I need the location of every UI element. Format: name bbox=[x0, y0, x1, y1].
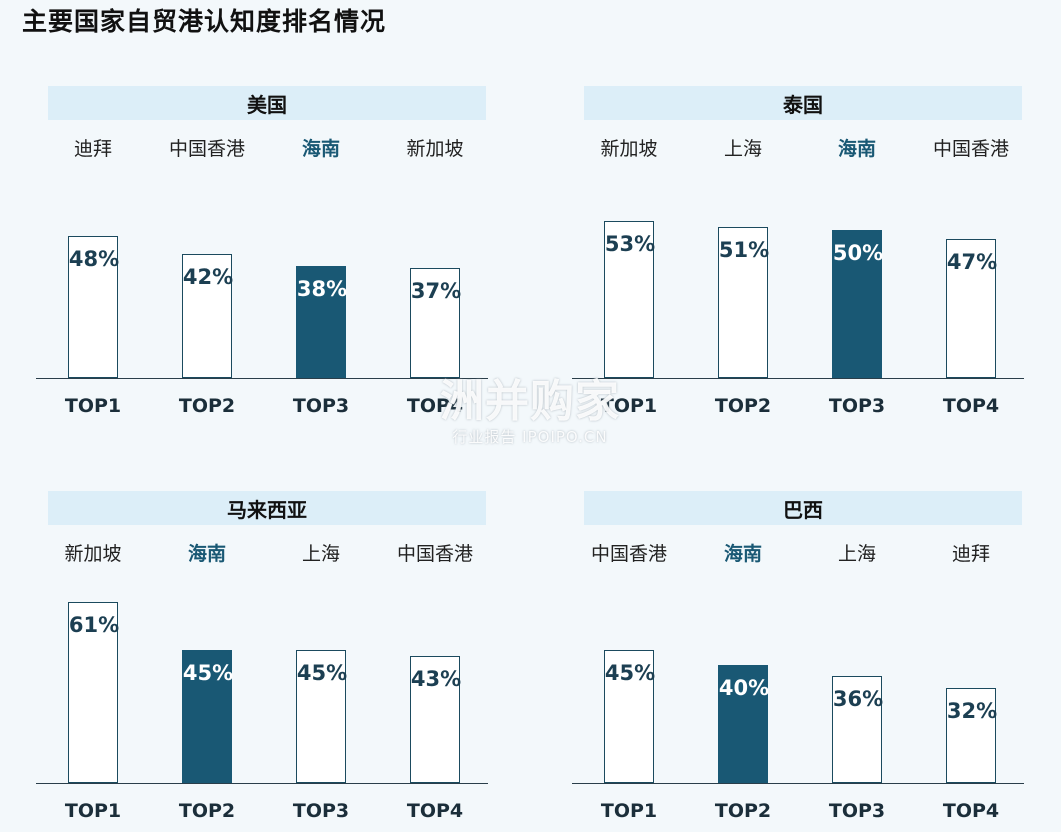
rank-label: TOP4 bbox=[406, 395, 464, 417]
category-label: 海南 bbox=[837, 138, 876, 160]
bar-value-label: 51% bbox=[718, 238, 770, 262]
bar-value-label: 53% bbox=[604, 232, 656, 256]
bar: 47% bbox=[946, 239, 997, 378]
bar-value-label: 43% bbox=[410, 667, 462, 691]
chart-panel: 巴西中国香港 45% TOP1 海南 40% TOP2 上海 36% TOP3 迪拜 32% TOP4 bbox=[564, 491, 1024, 831]
bar-value-label: 47% bbox=[946, 250, 998, 274]
category-label: 海南 bbox=[187, 543, 226, 565]
chart-title: 美国 bbox=[48, 86, 486, 120]
bar: 38% bbox=[296, 266, 347, 378]
category-label: 中国香港 bbox=[168, 138, 245, 160]
x-axis-baseline bbox=[572, 783, 1024, 784]
category-label: 中国香港 bbox=[396, 543, 473, 565]
category-label: 上海 bbox=[837, 543, 876, 565]
bar: 45% bbox=[182, 650, 233, 783]
bar: 50% bbox=[832, 230, 883, 378]
rank-label: TOP3 bbox=[292, 800, 350, 822]
category-label: 海南 bbox=[723, 543, 762, 565]
bar: 36% bbox=[832, 676, 883, 783]
x-axis-baseline bbox=[572, 378, 1024, 379]
rank-label: TOP3 bbox=[292, 395, 350, 417]
bar: 42% bbox=[182, 254, 233, 378]
bar-value-label: 36% bbox=[832, 687, 884, 711]
bar: 61% bbox=[68, 602, 119, 783]
rank-label: TOP4 bbox=[406, 800, 464, 822]
category-label: 迪拜 bbox=[73, 138, 112, 160]
bar-value-label: 42% bbox=[182, 265, 234, 289]
category-label: 新加坡 bbox=[64, 543, 122, 565]
rank-label: TOP3 bbox=[828, 395, 886, 417]
category-label: 中国香港 bbox=[932, 138, 1009, 160]
watermark-sub: 行业报告 IPOIPO.CN bbox=[452, 428, 608, 446]
bar-value-label: 50% bbox=[832, 241, 884, 265]
bar-value-label: 38% bbox=[296, 277, 348, 301]
x-axis-baseline bbox=[36, 783, 488, 784]
category-label: 海南 bbox=[301, 138, 340, 160]
rank-label: TOP3 bbox=[828, 800, 886, 822]
bar-value-label: 45% bbox=[296, 661, 348, 685]
bar: 45% bbox=[604, 650, 655, 783]
chart-title: 马来西亚 bbox=[48, 491, 486, 525]
category-label: 上海 bbox=[723, 138, 762, 160]
x-axis-baseline bbox=[36, 378, 488, 379]
rank-label: TOP1 bbox=[600, 800, 658, 822]
bar: 37% bbox=[410, 268, 461, 378]
chart-panel: 马来西亚新加坡 61% TOP1 海南 45% TOP2 上海 45% TOP3 中国香港 43% T… bbox=[28, 491, 488, 831]
bar-value-label: 48% bbox=[68, 247, 120, 271]
rank-label: TOP4 bbox=[942, 395, 1000, 417]
bar: 45% bbox=[296, 650, 347, 783]
category-label: 上海 bbox=[301, 543, 340, 565]
bar-value-label: 45% bbox=[182, 661, 234, 685]
bar: 51% bbox=[718, 227, 769, 378]
category-label: 新加坡 bbox=[406, 138, 464, 160]
rank-label: TOP1 bbox=[64, 800, 122, 822]
chart-panel: 泰国新加坡 53% TOP1 上海 51% TOP2 海南 50% TOP3 中国香港 47% TOP… bbox=[564, 86, 1024, 426]
bar-value-label: 37% bbox=[410, 279, 462, 303]
rank-label: TOP1 bbox=[600, 395, 658, 417]
page-title: 主要国家自贸港认知度排名情况 bbox=[22, 7, 387, 36]
bar: 43% bbox=[410, 656, 461, 783]
bar: 53% bbox=[604, 221, 655, 378]
rank-label: TOP4 bbox=[942, 800, 1000, 822]
category-label: 中国香港 bbox=[590, 543, 667, 565]
bar: 32% bbox=[946, 688, 997, 783]
rank-label: TOP1 bbox=[64, 395, 122, 417]
category-label: 新加坡 bbox=[600, 138, 658, 160]
bar: 48% bbox=[68, 236, 119, 378]
bar-value-label: 32% bbox=[946, 699, 998, 723]
chart-panel: 美国迪拜 48% TOP1 中国香港 42% TOP2 海南 38% TOP3 新加坡 37% TOP… bbox=[28, 86, 488, 426]
category-label: 迪拜 bbox=[951, 543, 990, 565]
rank-label: TOP2 bbox=[178, 800, 236, 822]
chart-title: 巴西 bbox=[584, 491, 1022, 525]
bar-value-label: 40% bbox=[718, 676, 770, 700]
bar-value-label: 45% bbox=[604, 661, 656, 685]
rank-label: TOP2 bbox=[714, 395, 772, 417]
chart-title: 泰国 bbox=[584, 86, 1022, 120]
bar-value-label: 61% bbox=[68, 613, 120, 637]
rank-label: TOP2 bbox=[714, 800, 772, 822]
rank-label: TOP2 bbox=[178, 395, 236, 417]
bar: 40% bbox=[718, 665, 769, 783]
